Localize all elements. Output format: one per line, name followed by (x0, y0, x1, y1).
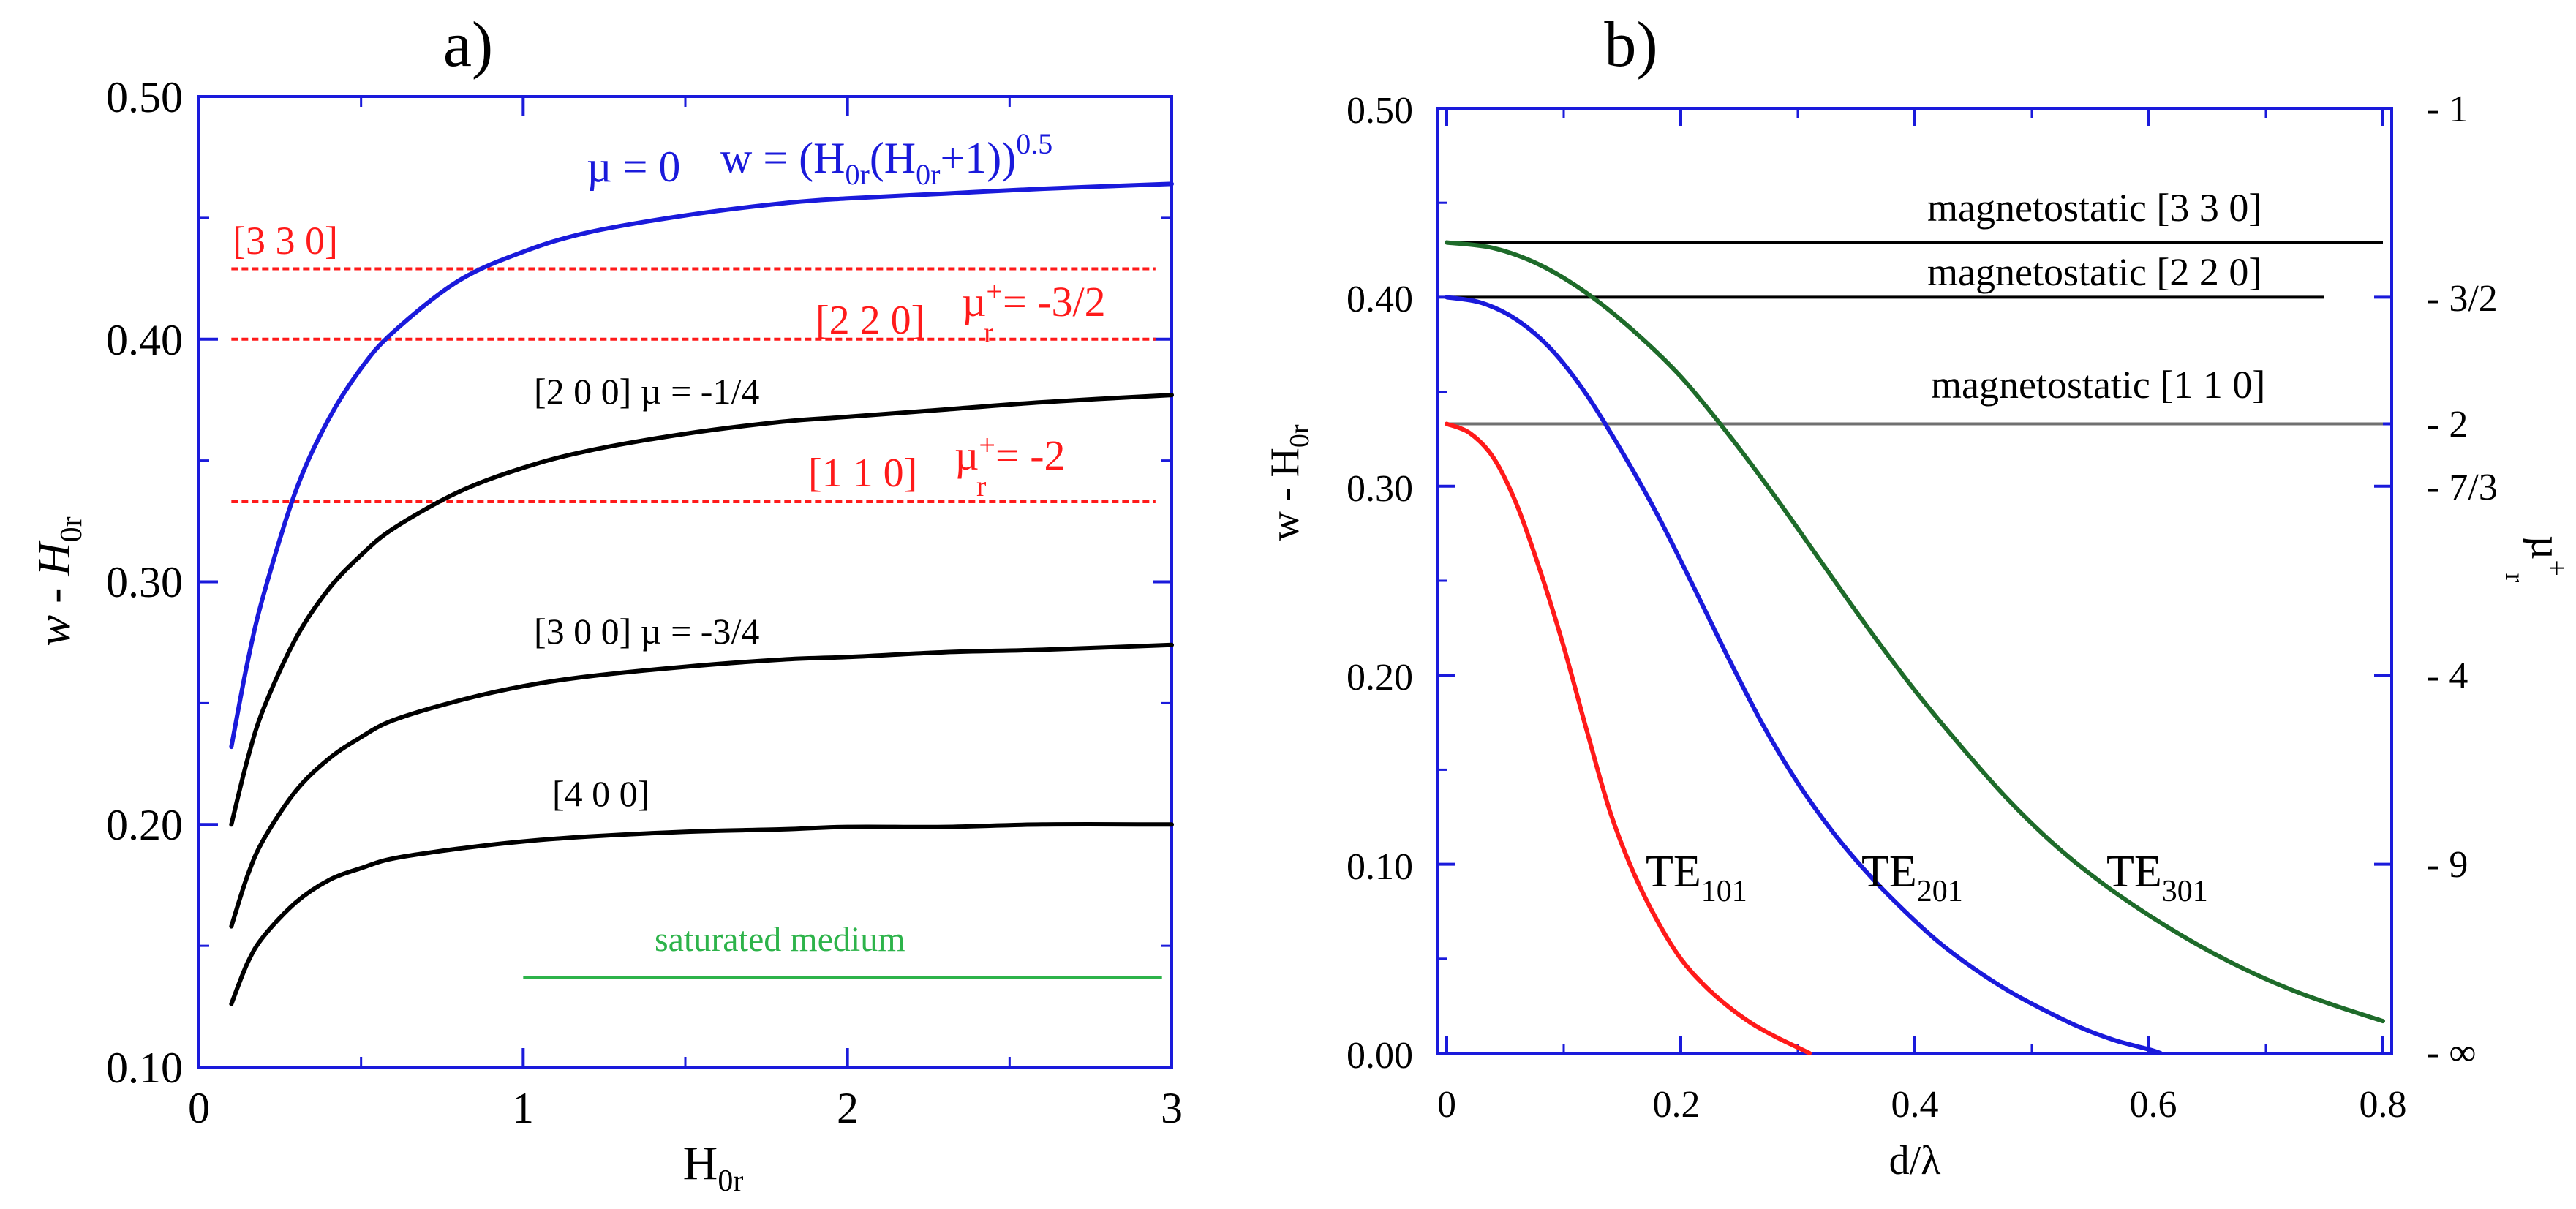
b-y-tick-label-1: 0.10 (1347, 846, 1413, 888)
a-formula-label: w = (H0r(H0r+1))0.5 (720, 127, 1052, 191)
b-right-tick-label-4: - 4 (2427, 655, 2468, 697)
a-y-tick-label-1: 0.20 (106, 801, 183, 849)
b-te101-label: TE101 (1646, 847, 1747, 908)
b-ms330-label: magnetostatic [3 3 0] (1927, 186, 2261, 230)
b-y-tick-label-4: 0.40 (1347, 279, 1413, 320)
a-label-110: [1 1 0] (808, 451, 917, 496)
panel-a-series (229, 181, 1174, 1006)
b-ms110-label: magnetostatic [1 1 0] (1931, 363, 2265, 407)
b-right-axis-label: µ+ (2523, 535, 2573, 576)
panel-b: b) 0.00 0.10 0.20 0.30 0.40 0.50 0 0.2 0… (1262, 10, 2573, 1183)
panel-b-label: b) (1604, 10, 1657, 80)
a-label-400: [4 0 0] (552, 773, 649, 814)
b-y-tick-label-5: 0.50 (1347, 90, 1413, 132)
b-right-tick-label-1: - 3/2 (2427, 278, 2498, 320)
a-mu-zero-label: µ = 0 (587, 143, 680, 191)
a-x-tick-label-0: 0 (188, 1084, 210, 1132)
b-x-tick-label-4: 0.8 (2360, 1084, 2407, 1126)
b-y-tick-label-2: 0.20 (1347, 657, 1413, 698)
panel-a-label: a) (443, 10, 493, 80)
a-x-axis-label: H0r (683, 1137, 744, 1198)
b-x-tick-label-3: 0.6 (2130, 1084, 2177, 1126)
a-y-tick-label-4: 0.50 (106, 73, 183, 121)
a-mu-r-220-sub: r (984, 316, 993, 349)
a-label-220: [2 2 0] (816, 298, 924, 343)
a-label-330: [3 3 0] (233, 219, 338, 263)
a-mu-r-220: µ+= -3/2 (962, 275, 1106, 325)
b-x-tick-label-2: 0.4 (1891, 1084, 1939, 1126)
a-y-axis-label: w - H0r (28, 516, 88, 646)
a-x-tick-label-2: 2 (837, 1084, 859, 1132)
a-label-saturated: saturated medium (655, 920, 905, 959)
a-x-tick-label-1: 1 (512, 1084, 534, 1132)
a-y-tick-label-2: 0.30 (106, 558, 183, 606)
a-y-tick-label-0: 0.10 (106, 1044, 183, 1092)
b-te301-label: TE301 (2106, 847, 2208, 908)
panel-a: a) 0.10 0.20 0.30 0.40 0.50 0 1 2 3 H0r … (28, 10, 1183, 1198)
a-mu-r-110-sub: r (976, 470, 986, 502)
b-y-tick-label-3: 0.30 (1347, 468, 1413, 510)
a-label-200: [2 0 0] µ = -1/4 (534, 371, 759, 412)
b-right-tick-label-2: - 2 (2427, 404, 2468, 445)
b-curve-TE201 (1445, 295, 2163, 1055)
b-x-tick-label-0: 0 (1437, 1084, 1456, 1126)
a-curve-mu0 (229, 181, 1174, 750)
a-y-tick-label-3: 0.40 (106, 316, 183, 364)
panel-b-series (1445, 240, 2385, 1055)
b-right-axis-label-sub: r (2499, 573, 2530, 583)
b-ms220-label: magnetostatic [2 2 0] (1927, 250, 2261, 294)
b-x-axis-label: d/λ (1889, 1138, 1941, 1183)
a-curve-n400 (229, 822, 1174, 1006)
panel-a-axis-ticks (197, 95, 1173, 1069)
panel-b-axis-ticks (1438, 107, 2392, 1055)
b-curve-TE301 (1445, 240, 2385, 1024)
b-x-tick-label-1: 0.2 (1653, 1084, 1701, 1126)
a-x-tick-label-3: 3 (1161, 1084, 1183, 1132)
a-curve-mu-1/4 (229, 393, 1174, 827)
b-right-tick-label-3: - 7/3 (2427, 467, 2498, 508)
b-y-tick-label-0: 0.00 (1347, 1035, 1413, 1077)
b-right-tick-label-0: - 1 (2427, 88, 2468, 130)
b-right-tick-label-5: - 9 (2427, 844, 2468, 886)
a-curve-mu-3/4 (229, 642, 1174, 929)
a-label-300: [3 0 0] µ = -3/4 (534, 611, 759, 652)
b-right-tick-label-6: - ∞ (2427, 1032, 2476, 1074)
b-te201-label: TE201 (1861, 847, 1963, 908)
a-mu-r-110: µ+= -2 (954, 429, 1066, 479)
b-curve-TE101 (1445, 421, 1812, 1055)
b-y-axis-label: w - H0r (1262, 424, 1315, 541)
